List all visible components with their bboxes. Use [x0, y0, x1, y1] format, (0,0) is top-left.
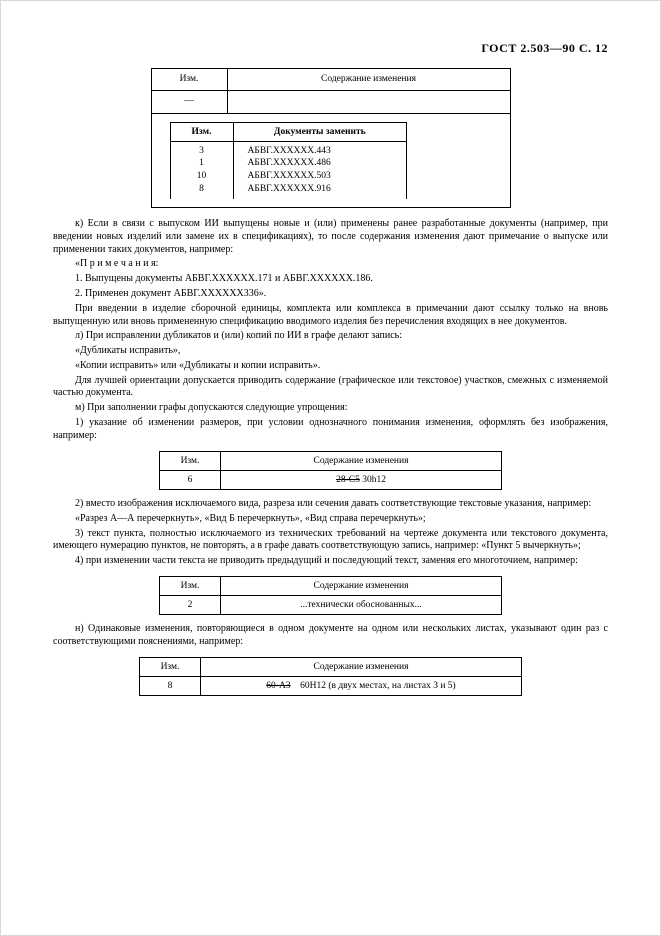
para-m: м) При заполнении графы допускаются след… — [53, 402, 608, 415]
quote-1: «Дубликаты исправить», — [53, 345, 608, 358]
t2-col-izm: Изм. — [170, 122, 233, 141]
t2-d2: АБВГ.ХХХХХХ.503 — [248, 171, 331, 181]
para-m4: 4) при изменении части текста не приводи… — [53, 555, 608, 568]
t2-col-docs: Документы заменить — [233, 122, 407, 141]
page-header: ГОСТ 2.503—90 С. 12 — [53, 41, 608, 56]
t1-col-izm: Изм. — [151, 69, 227, 90]
para-m2b: «Разрез А—А перечеркнуть», «Вид Б перече… — [53, 513, 608, 526]
para-orient: Для лучшей ориентации допускается привод… — [53, 375, 608, 401]
t1-empty — [227, 90, 510, 113]
para-m3: 3) текст пункта, полностью исключаемого … — [53, 528, 608, 554]
t4-val: ...технически обоснованных... — [221, 596, 502, 615]
body-text: к) Если в связи с выпуском ИИ выпущены н… — [53, 218, 608, 443]
t2-docs: АБВГ.ХХХХХХ.443 АБВГ.ХХХХХХ.486 АБВГ.ХХХ… — [233, 141, 407, 199]
table-1: Изм. Содержание изменения — Изм. Докумен… — [151, 68, 511, 208]
t4-num: 2 — [160, 596, 221, 615]
t5-strike: 60-А3 — [266, 681, 290, 691]
t1-inner-cell: Изм. Документы заменить 3 1 10 8 АБ — [151, 113, 510, 207]
table-4: Изм. Содержание изменения 2 ...техническ… — [159, 576, 502, 615]
t5-col-izm: Изм. — [140, 657, 201, 676]
t5-val: 60-А3 60Н12 (в двух местах, на листах 3 … — [201, 677, 522, 696]
t5-col-content: Содержание изменения — [201, 657, 522, 676]
body-text-2: 2) вместо изображения исключаемого вида,… — [53, 498, 608, 568]
t3-strike: 28-С5 — [336, 475, 360, 485]
t2-n3: 8 — [199, 184, 204, 194]
t2-n0: 3 — [199, 146, 204, 156]
table-3: Изм. Содержание изменения 6 28-С5 30h12 — [159, 451, 502, 490]
note-1: 1. Выпущены документы АБВГ.ХХХХХХ.171 и … — [53, 273, 608, 286]
t4-col-izm: Изм. — [160, 576, 221, 595]
t5-new: 60Н12 (в двух местах, на листах 3 и 5) — [300, 681, 456, 691]
t1-col-content: Содержание изменения — [227, 69, 510, 90]
t3-val: 28-С5 30h12 — [221, 470, 502, 489]
t5-num: 8 — [140, 677, 201, 696]
t3-new: 30h12 — [360, 475, 386, 485]
t2-d0: АБВГ.ХХХХХХ.443 — [248, 146, 331, 156]
t3-col-izm: Изм. — [160, 451, 221, 470]
t2-d1: АБВГ.ХХХХХХ.486 — [248, 158, 331, 168]
note-2: 2. Применен документ АБВГ.ХХХХХХ336». — [53, 288, 608, 301]
quote-2: «Копии исправить» или «Дубликаты и копии… — [53, 360, 608, 373]
note-head: «П р и м е ч а н и я: — [53, 258, 608, 271]
top-tables: Изм. Содержание изменения — Изм. Докумен… — [151, 68, 511, 208]
table-2: Изм. Документы заменить 3 1 10 8 АБ — [170, 122, 408, 199]
t3-num: 6 — [160, 470, 221, 489]
para-k: к) Если в связи с выпуском ИИ выпущены н… — [53, 218, 608, 256]
t2-nums: 3 1 10 8 — [170, 141, 233, 199]
t2-n2: 10 — [197, 171, 207, 181]
t4-col-content: Содержание изменения — [221, 576, 502, 595]
table-5: Изм. Содержание изменения 8 60-А3 60Н12 … — [139, 657, 522, 696]
page: ГОСТ 2.503—90 С. 12 Изм. Содержание изме… — [0, 0, 661, 936]
para-n: н) Одинаковые изменения, повторяющиеся в… — [53, 623, 608, 649]
para-m2a: 2) вместо изображения исключаемого вида,… — [53, 498, 608, 511]
t3-col-content: Содержание изменения — [221, 451, 502, 470]
t1-dash: — — [151, 90, 227, 113]
t2-d3: АБВГ.ХХХХХХ.916 — [248, 184, 331, 194]
body-text-3: н) Одинаковые изменения, повторяющиеся в… — [53, 623, 608, 649]
para-m1: 1) указание об изменении размеров, при у… — [53, 417, 608, 443]
para-assembly: При введении в изделие сборочной единицы… — [53, 303, 608, 329]
para-l: л) При исправлении дубликатов и (или) ко… — [53, 330, 608, 343]
t2-n1: 1 — [199, 158, 204, 168]
